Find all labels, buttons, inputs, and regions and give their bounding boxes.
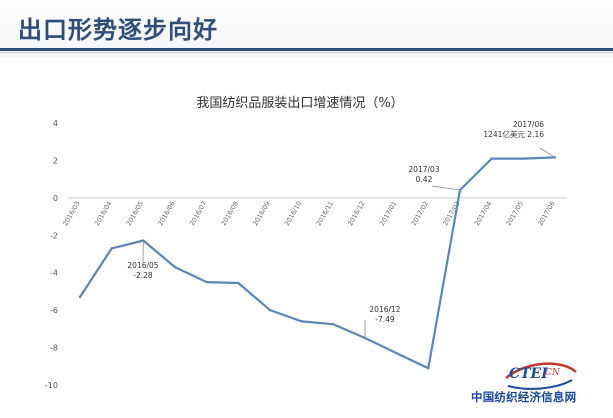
y-tick-label: -6: [50, 306, 58, 315]
annotation-label: 2017/06: [513, 120, 544, 129]
data-point: [522, 157, 524, 159]
x-axis: 2016/03 2016/04 2016/05 2016/06 2016/07 2016/…: [61, 198, 567, 227]
data-point: [269, 309, 271, 311]
annotation-label: -2.28: [133, 271, 153, 280]
x-tick-label: 2016/07: [188, 200, 208, 227]
data-point: [205, 281, 207, 283]
annotation-leader: [540, 148, 555, 157]
data-point: [395, 352, 397, 354]
annotation-leader: [432, 186, 460, 190]
y-tick-label: 0: [53, 194, 58, 203]
annotation-label: 2017/03: [408, 165, 439, 174]
x-tick-label: 2017/01: [378, 200, 398, 227]
annotation-label: 1241亿美元 2.16: [483, 129, 544, 139]
x-tick-label: 2016/08: [220, 200, 240, 227]
data-point: [427, 367, 429, 369]
chart-title: 我国纺织品服装出口增速情况（%）: [196, 96, 403, 111]
data-point: [490, 157, 492, 159]
logo-name: 中国纺织经济信息网: [471, 389, 611, 405]
x-tick-label: 2016/10: [283, 200, 303, 227]
x-tick-label: 2016/05: [125, 200, 145, 227]
y-tick-label: -2: [50, 231, 58, 240]
x-tick-label: 2016/04: [93, 200, 113, 227]
x-tick-label: 2017/03: [441, 200, 461, 227]
data-point: [300, 320, 302, 322]
x-tick-label: 2017/06: [536, 200, 556, 227]
logo-brand: CTEI: [509, 366, 548, 382]
x-tick-label: 2017/02: [410, 200, 430, 227]
data-point: [237, 282, 239, 284]
x-tick-label: 2017/05: [505, 200, 525, 227]
logo-suffix: CN: [545, 368, 560, 378]
annotation-label: 2016/05: [127, 261, 158, 270]
y-tick-label: 4: [53, 119, 58, 128]
x-tick-label: 2016/09: [251, 200, 271, 227]
y-tick-label: 2: [53, 156, 58, 165]
annotation-layer: 2016/05-2.282016/12-7.492017/030.422017/…: [127, 120, 555, 338]
data-point: [79, 296, 81, 298]
y-axis: 4 2 0 -2 -4 -6 -8 -10: [45, 119, 58, 390]
annotation-label: -7.49: [375, 315, 395, 324]
y-tick-label: -8: [50, 344, 58, 353]
annotation-label: 2016/12: [369, 305, 400, 314]
y-tick-label: -10: [45, 381, 58, 390]
data-point: [332, 323, 334, 325]
x-tick-label: 2017/04: [473, 200, 493, 227]
data-point: [110, 247, 112, 249]
x-tick-label: 2016/12: [346, 200, 366, 227]
annotation-label: 0.42: [416, 175, 433, 184]
x-tick-label: 2016/06: [156, 200, 176, 227]
data-point: [174, 266, 176, 268]
x-tick-label: 2016/03: [61, 200, 81, 227]
y-tick-label: -4: [50, 269, 58, 278]
x-tick-label: 2016/11: [315, 200, 335, 227]
